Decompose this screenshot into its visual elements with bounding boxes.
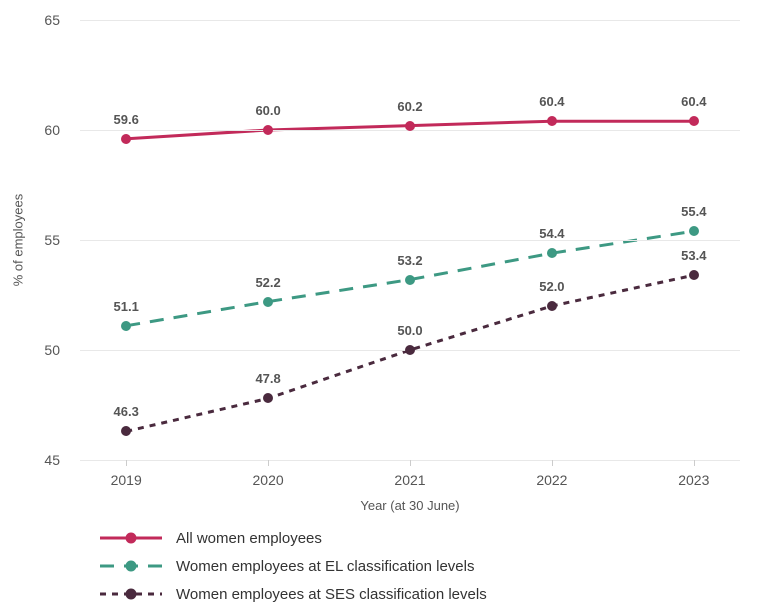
legend-swatch — [100, 528, 162, 548]
y-tick-label: 50 — [44, 342, 80, 358]
data-label: 47.8 — [255, 371, 280, 394]
data-marker — [689, 116, 699, 126]
data-marker — [121, 321, 131, 331]
legend-item: All women employees — [100, 524, 487, 552]
y-tick-label: 65 — [44, 12, 80, 28]
data-label: 60.4 — [539, 94, 564, 117]
data-label: 55.4 — [681, 204, 706, 227]
data-label: 46.3 — [114, 404, 139, 427]
gridline — [80, 20, 740, 21]
gridline — [80, 240, 740, 241]
legend-item: Women employees at EL classification lev… — [100, 552, 487, 580]
data-marker — [405, 275, 415, 285]
legend: All women employees Women employees at EL… — [100, 524, 487, 608]
legend-label: Women employees at EL classification lev… — [176, 558, 474, 575]
data-marker — [689, 270, 699, 280]
data-label: 53.4 — [681, 248, 706, 271]
data-label: 53.2 — [397, 253, 422, 276]
y-tick-label: 45 — [44, 452, 80, 468]
plot-area: 45505560652019202020212022202359.660.060… — [80, 20, 740, 460]
data-label: 60.2 — [397, 99, 422, 122]
x-tick-label: 2019 — [111, 460, 142, 488]
legend-swatch — [100, 584, 162, 604]
legend-label: Women employees at SES classification le… — [176, 586, 487, 603]
legend-label: All women employees — [176, 530, 322, 547]
x-tick-label: 2022 — [536, 460, 567, 488]
data-marker — [121, 426, 131, 436]
data-label: 54.4 — [539, 226, 564, 249]
data-label: 50.0 — [397, 323, 422, 346]
x-tick-label: 2020 — [253, 460, 284, 488]
data-marker — [263, 297, 273, 307]
data-marker — [405, 345, 415, 355]
data-marker — [547, 116, 557, 126]
y-tick-label: 60 — [44, 122, 80, 138]
line-chart: % of employees Year (at 30 June) 45 50 55 6… — [0, 0, 768, 616]
data-label: 52.2 — [255, 275, 280, 298]
x-tick-label: 2023 — [678, 460, 709, 488]
y-tick-label: 55 — [44, 232, 80, 248]
data-label: 60.4 — [681, 94, 706, 117]
data-marker — [405, 121, 415, 131]
data-marker — [547, 248, 557, 258]
data-marker — [263, 125, 273, 135]
data-marker — [121, 134, 131, 144]
data-label: 52.0 — [539, 279, 564, 302]
x-tick-label: 2021 — [394, 460, 425, 488]
legend-swatch — [100, 556, 162, 576]
legend-item: Women employees at SES classification le… — [100, 580, 487, 608]
data-label: 59.6 — [114, 112, 139, 135]
data-marker — [689, 226, 699, 236]
data-marker — [263, 393, 273, 403]
data-marker — [547, 301, 557, 311]
x-axis-label: Year (at 30 June) — [360, 498, 459, 513]
data-label: 60.0 — [255, 103, 280, 126]
y-axis-label: % of employees — [11, 194, 26, 287]
data-label: 51.1 — [114, 299, 139, 322]
